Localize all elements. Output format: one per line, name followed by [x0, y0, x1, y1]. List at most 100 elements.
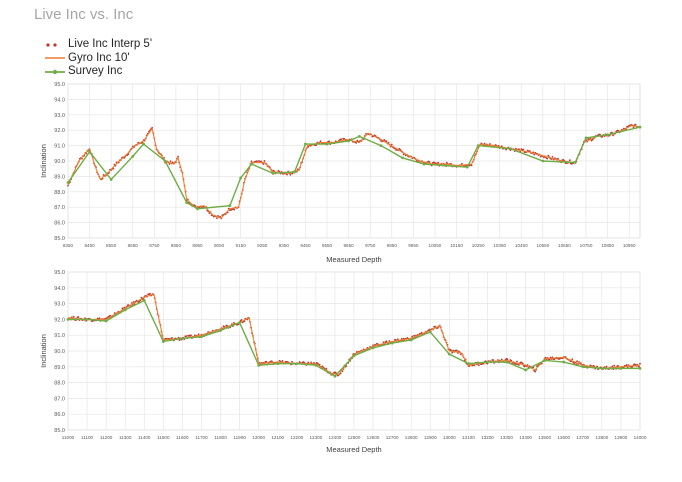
live-inc-point: [506, 358, 509, 361]
survey-inc-point: [276, 362, 280, 366]
live-inc-point: [149, 292, 151, 295]
live-inc-point: [477, 364, 480, 367]
x-tick-label: 13900: [615, 435, 628, 440]
survey-inc-point: [371, 346, 375, 350]
live-inc-point: [178, 339, 181, 341]
survey-inc-point: [66, 181, 70, 184]
survey-inc-point: [142, 299, 146, 302]
x-tick-label: 9250: [257, 243, 268, 248]
live-inc-point: [612, 134, 614, 137]
live-inc-point: [197, 333, 200, 336]
live-inc-point: [547, 154, 550, 157]
survey-inc-point: [390, 341, 394, 345]
live-inc-point: [548, 358, 551, 361]
live-inc-point: [319, 140, 322, 143]
live-inc-point: [398, 147, 401, 150]
y-axis-label: Inclination: [39, 144, 48, 178]
live-inc-point: [177, 155, 179, 158]
survey-inc-point: [619, 366, 623, 370]
live-inc-point: [576, 360, 578, 363]
live-inc-point: [325, 367, 328, 370]
x-tick-label: 13400: [519, 435, 532, 440]
live-inc-point: [262, 163, 265, 165]
live-inc-point: [428, 161, 431, 163]
live-inc-point: [579, 362, 582, 365]
survey-inc-point: [142, 142, 145, 146]
x-tick-label: 11800: [214, 435, 227, 440]
survey-inc-point: [422, 162, 426, 166]
y-tick-label: 91.0: [54, 333, 65, 339]
live-inc-point: [388, 340, 391, 342]
survey-inc-point: [66, 318, 70, 321]
x-tick-label: 13800: [595, 435, 608, 440]
x-tick-label: 12200: [290, 435, 303, 440]
y-tick-label: 86.0: [54, 412, 65, 418]
live-inc-point: [255, 160, 258, 163]
live-inc-point: [456, 349, 458, 352]
live-inc-point: [84, 317, 87, 320]
live-inc-point: [307, 361, 310, 364]
live-inc-point: [383, 139, 386, 141]
live-inc-point: [171, 337, 173, 339]
live-inc-point: [634, 123, 637, 126]
live-inc-point: [544, 356, 547, 359]
x-tick-label: 8750: [149, 243, 160, 248]
survey-inc-point: [314, 363, 318, 367]
live-inc-point: [307, 145, 310, 148]
live-inc-point: [168, 163, 171, 165]
y-axis-label: Inclination: [39, 334, 48, 368]
survey-inc-point: [123, 308, 127, 312]
survey-inc-point: [638, 366, 642, 370]
y-tick-label: 85.0: [54, 236, 65, 242]
x-tick-label: 9850: [387, 243, 398, 248]
live-inc-point: [568, 159, 571, 162]
survey-inc-point: [333, 374, 337, 378]
survey-inc-point: [161, 340, 165, 343]
survey-inc-point: [524, 368, 527, 372]
live-inc-point: [328, 140, 331, 143]
live-inc-point: [516, 360, 518, 363]
x-tick-label: 10350: [493, 243, 506, 248]
y-tick-label: 91.0: [54, 144, 65, 150]
live-inc-point: [605, 365, 608, 368]
live-inc-point: [281, 359, 284, 362]
survey-inc-point: [600, 366, 604, 370]
survey-inc-point: [239, 176, 243, 180]
x-axis-label: Measured Depth: [326, 255, 381, 264]
live-inc-point: [240, 319, 243, 321]
survey-inc-point: [131, 154, 135, 158]
x-tick-label: 8650: [128, 243, 139, 248]
live-inc-point: [445, 161, 448, 164]
survey-inc-point: [401, 156, 404, 160]
x-tick-label: 10050: [429, 243, 442, 248]
x-tick-label: 9050: [214, 243, 225, 248]
live-inc-point: [497, 359, 499, 361]
survey-inc-point: [196, 207, 199, 211]
x-tick-label: 11900: [233, 435, 246, 440]
live-inc-point: [461, 162, 463, 165]
y-tick-label: 88.0: [54, 381, 65, 387]
y-tick-label: 94.0: [54, 286, 65, 292]
legend-line-icon: [45, 57, 65, 60]
x-tick-label: 13100: [462, 435, 475, 440]
live-inc-point: [340, 138, 342, 141]
survey-inc-point: [228, 204, 232, 208]
live-inc-point: [557, 157, 559, 160]
x-tick-label: 12300: [309, 435, 322, 440]
live-inc-point: [543, 156, 545, 159]
x-tick-label: 12100: [271, 435, 284, 440]
y-tick-label: 95.0: [54, 270, 65, 276]
survey-inc-point: [295, 362, 299, 366]
y-tick-label: 94.0: [54, 97, 65, 103]
survey-inc-point: [238, 321, 242, 324]
survey-inc-point: [163, 159, 167, 163]
x-tick-label: 12400: [329, 435, 342, 440]
survey-inc-point: [543, 359, 547, 362]
live-inc-point: [599, 133, 601, 136]
live-inc-point: [571, 358, 574, 361]
y-tick-label: 89.0: [54, 365, 65, 371]
y-tick-label: 90.0: [54, 349, 65, 355]
live-inc-point: [265, 360, 268, 363]
live-inc-point: [518, 363, 520, 366]
